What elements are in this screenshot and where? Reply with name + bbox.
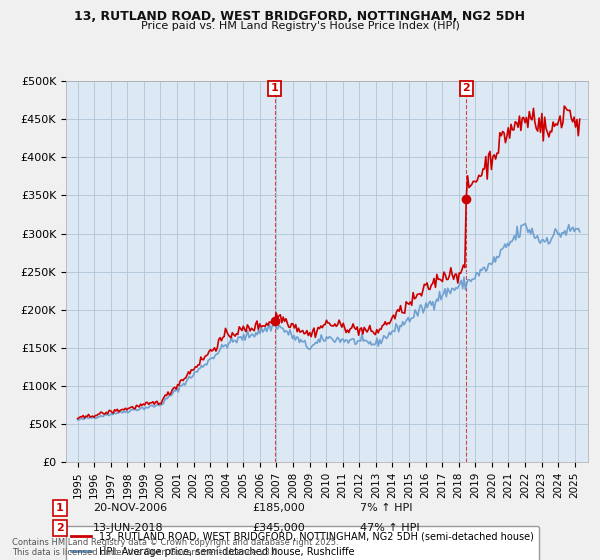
Text: 13, RUTLAND ROAD, WEST BRIDGFORD, NOTTINGHAM, NG2 5DH: 13, RUTLAND ROAD, WEST BRIDGFORD, NOTTIN… [74, 10, 526, 23]
Text: 1: 1 [56, 503, 64, 513]
Legend: 13, RUTLAND ROAD, WEST BRIDGFORD, NOTTINGHAM, NG2 5DH (semi-detached house), HPI: 13, RUTLAND ROAD, WEST BRIDGFORD, NOTTIN… [65, 526, 539, 560]
Text: Price paid vs. HM Land Registry's House Price Index (HPI): Price paid vs. HM Land Registry's House … [140, 21, 460, 31]
Text: £185,000: £185,000 [252, 503, 305, 513]
Text: Contains HM Land Registry data © Crown copyright and database right 2025.
This d: Contains HM Land Registry data © Crown c… [12, 538, 338, 557]
Text: 47% ↑ HPI: 47% ↑ HPI [360, 523, 419, 533]
Text: 20-NOV-2006: 20-NOV-2006 [93, 503, 167, 513]
Text: 2: 2 [56, 523, 64, 533]
Text: 1: 1 [271, 83, 278, 94]
Text: £345,000: £345,000 [252, 523, 305, 533]
Text: 2: 2 [463, 83, 470, 94]
Text: 13-JUN-2018: 13-JUN-2018 [93, 523, 164, 533]
Text: 7% ↑ HPI: 7% ↑ HPI [360, 503, 413, 513]
